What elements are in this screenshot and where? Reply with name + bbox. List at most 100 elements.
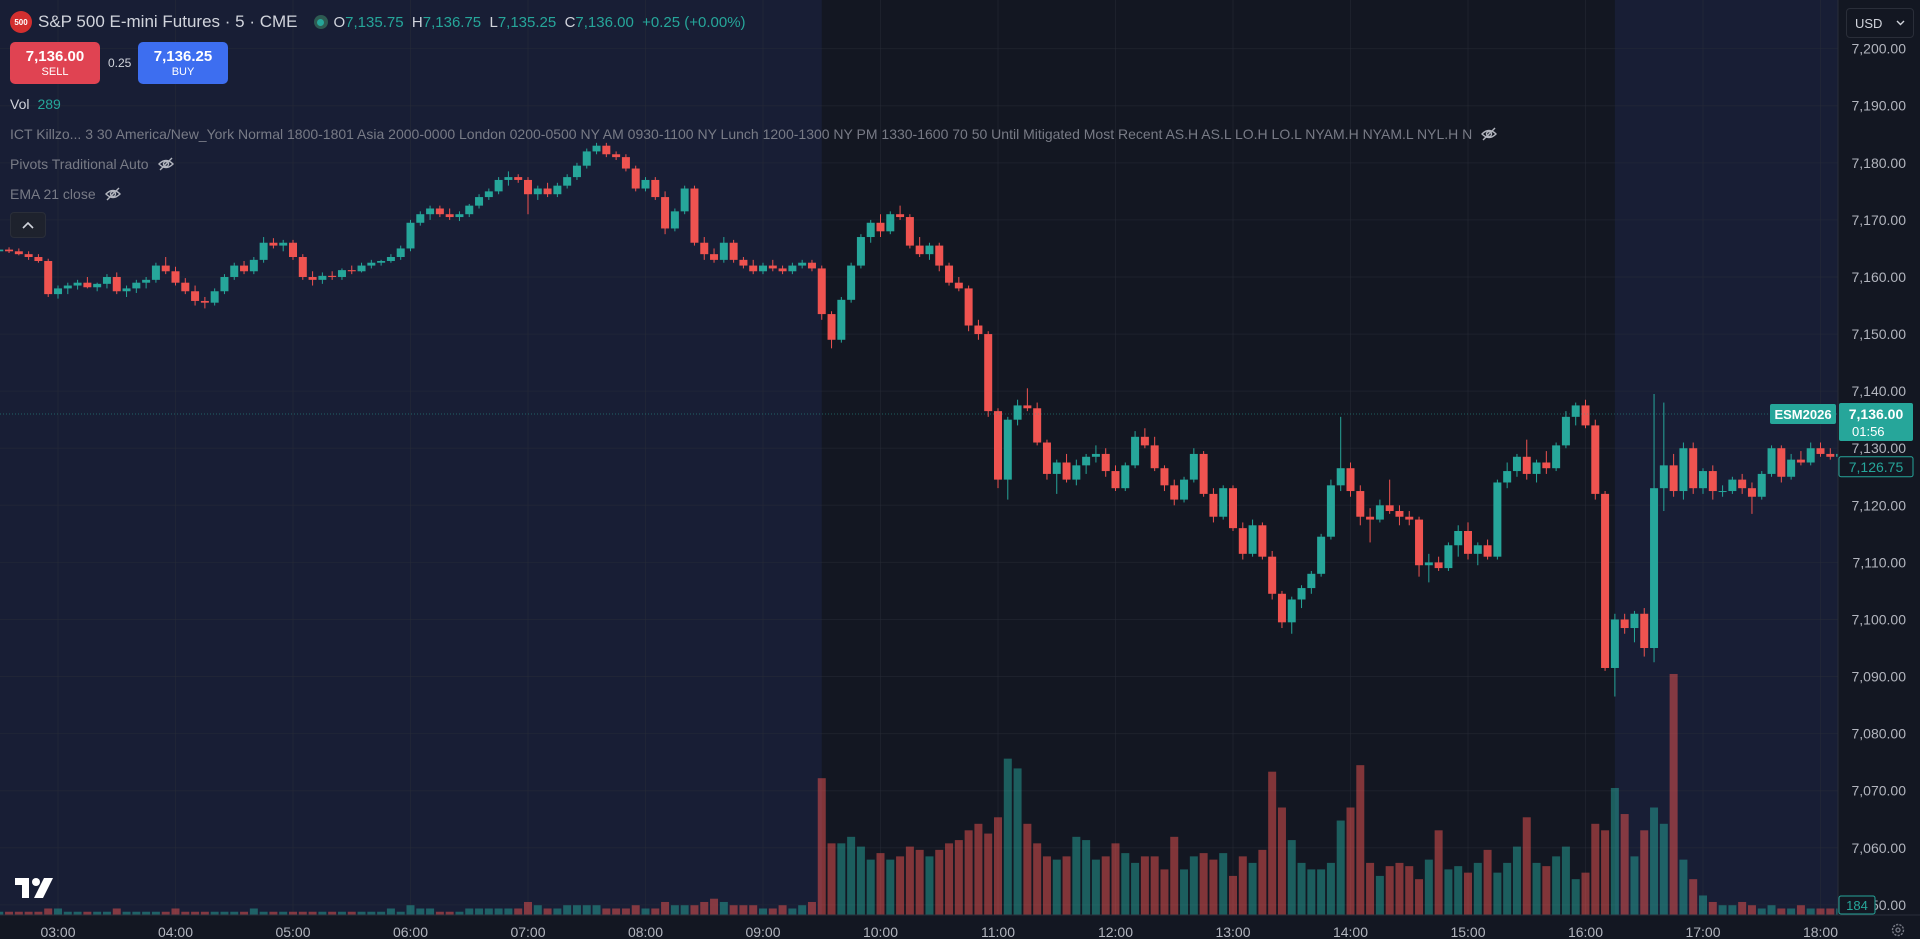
volume-bar	[1209, 859, 1218, 915]
candle-body	[1366, 516, 1375, 520]
volume-legend[interactable]: Vol 289	[10, 96, 61, 112]
volume-bar	[1747, 905, 1756, 915]
volume-bar	[1336, 820, 1345, 915]
eye-off-icon[interactable]	[1480, 125, 1498, 143]
volume-bar	[1444, 869, 1453, 915]
volume-bar	[1366, 862, 1375, 915]
volume-bar	[1669, 673, 1678, 915]
x-tick-label: 06:00	[393, 924, 428, 939]
volume-bar	[1189, 856, 1198, 915]
candle-body	[1757, 473, 1766, 497]
volume-bar	[739, 905, 748, 915]
candle-body	[1787, 459, 1796, 477]
tradingview-logo[interactable]	[14, 876, 54, 900]
x-tick-label: 17:00	[1685, 924, 1720, 939]
volume-bar	[1317, 869, 1326, 915]
symbol-title[interactable]: S&P 500 E-mini Futures · 5 · CME	[38, 12, 298, 31]
volume-bar	[347, 911, 356, 915]
volume-bar	[1415, 879, 1424, 915]
candle-body	[807, 262, 816, 269]
candle-body	[563, 177, 572, 186]
candle-body	[856, 237, 865, 266]
candle-body	[1679, 448, 1688, 492]
eye-off-icon[interactable]	[157, 155, 175, 173]
candle-body	[259, 242, 268, 260]
volume-bar	[1571, 879, 1580, 915]
candle-body	[1522, 456, 1531, 474]
volume-bar	[181, 911, 190, 915]
volume-bar	[93, 911, 102, 915]
volume-bar	[1033, 843, 1042, 915]
x-tick-label: 05:00	[275, 924, 310, 939]
last-price-tag-bg	[1839, 402, 1913, 441]
symbol-logo: 500	[10, 11, 32, 33]
candle-body	[1512, 456, 1521, 472]
volume-bar	[1542, 866, 1551, 915]
volume-bar	[1385, 866, 1394, 915]
volume-bar	[171, 908, 180, 915]
volume-bar	[1640, 830, 1649, 915]
volume-bar	[1630, 856, 1639, 915]
candle-body	[1238, 528, 1247, 554]
volume-bar	[102, 911, 111, 915]
candle-body	[5, 249, 14, 252]
volume-bar	[1140, 856, 1149, 915]
volume-bar	[357, 911, 366, 915]
volume-tag: 184	[1846, 898, 1868, 913]
volume-bar	[455, 911, 464, 915]
candle-body	[954, 282, 963, 289]
candle-body	[1806, 448, 1815, 463]
market-status-icon[interactable]	[313, 15, 328, 29]
candle-body	[494, 179, 503, 192]
ema-legend[interactable]: EMA 21 close	[10, 185, 122, 203]
volume-bar	[1728, 905, 1737, 915]
volume-bar	[1561, 846, 1570, 915]
killzones-legend[interactable]: ICT Killzo... 3 30 America/New_York Norm…	[10, 125, 1498, 143]
candle-body	[1659, 465, 1668, 489]
pivots-legend[interactable]: Pivots Traditional Auto	[10, 155, 175, 173]
gear-icon[interactable]	[1890, 922, 1906, 938]
volume-bar	[1131, 862, 1140, 915]
volume-bar	[925, 856, 934, 915]
candle-body	[151, 265, 160, 280]
x-tick-label: 10:00	[863, 924, 898, 939]
candle-body	[1336, 468, 1345, 486]
collapse-legend-button[interactable]	[10, 212, 46, 238]
volume-bar	[1689, 879, 1698, 915]
volume-bar	[112, 908, 121, 915]
candle-body	[866, 222, 875, 238]
candle-body	[1591, 425, 1600, 494]
candle-body	[1718, 491, 1727, 493]
candle-body	[602, 145, 611, 155]
volume-bar	[661, 901, 670, 915]
volume-bar	[1023, 823, 1032, 915]
sell-button[interactable]: 7,136.00 SELL	[10, 42, 100, 84]
eye-off-icon[interactable]	[104, 185, 122, 203]
candle-body	[1268, 556, 1277, 594]
candle-body	[984, 334, 993, 412]
candle-body	[1601, 493, 1610, 668]
candle-body	[621, 157, 630, 169]
candle-body	[181, 282, 190, 292]
buy-button[interactable]: 7,136.25 BUY	[138, 42, 228, 84]
volume-bar	[435, 911, 444, 915]
volume-bar	[945, 843, 954, 915]
volume-bar	[1268, 771, 1277, 915]
y-tick-label: 7,170.00	[1852, 212, 1907, 228]
y-tick-label: 7,120.00	[1852, 497, 1907, 513]
candle-body	[337, 270, 346, 277]
candle-body	[386, 257, 395, 262]
candle-body	[572, 165, 581, 178]
candle-body	[1385, 505, 1394, 512]
candle-body	[1650, 488, 1659, 649]
candle-body	[1091, 453, 1100, 457]
volume-bar	[1464, 872, 1472, 915]
candle-body	[1503, 471, 1512, 483]
candle-body	[367, 262, 376, 266]
volume-bar	[827, 843, 836, 915]
currency-select[interactable]: USD	[1846, 8, 1914, 38]
candle-body	[298, 257, 307, 277]
candle-body	[1042, 442, 1051, 474]
volume-bar	[1150, 856, 1159, 915]
